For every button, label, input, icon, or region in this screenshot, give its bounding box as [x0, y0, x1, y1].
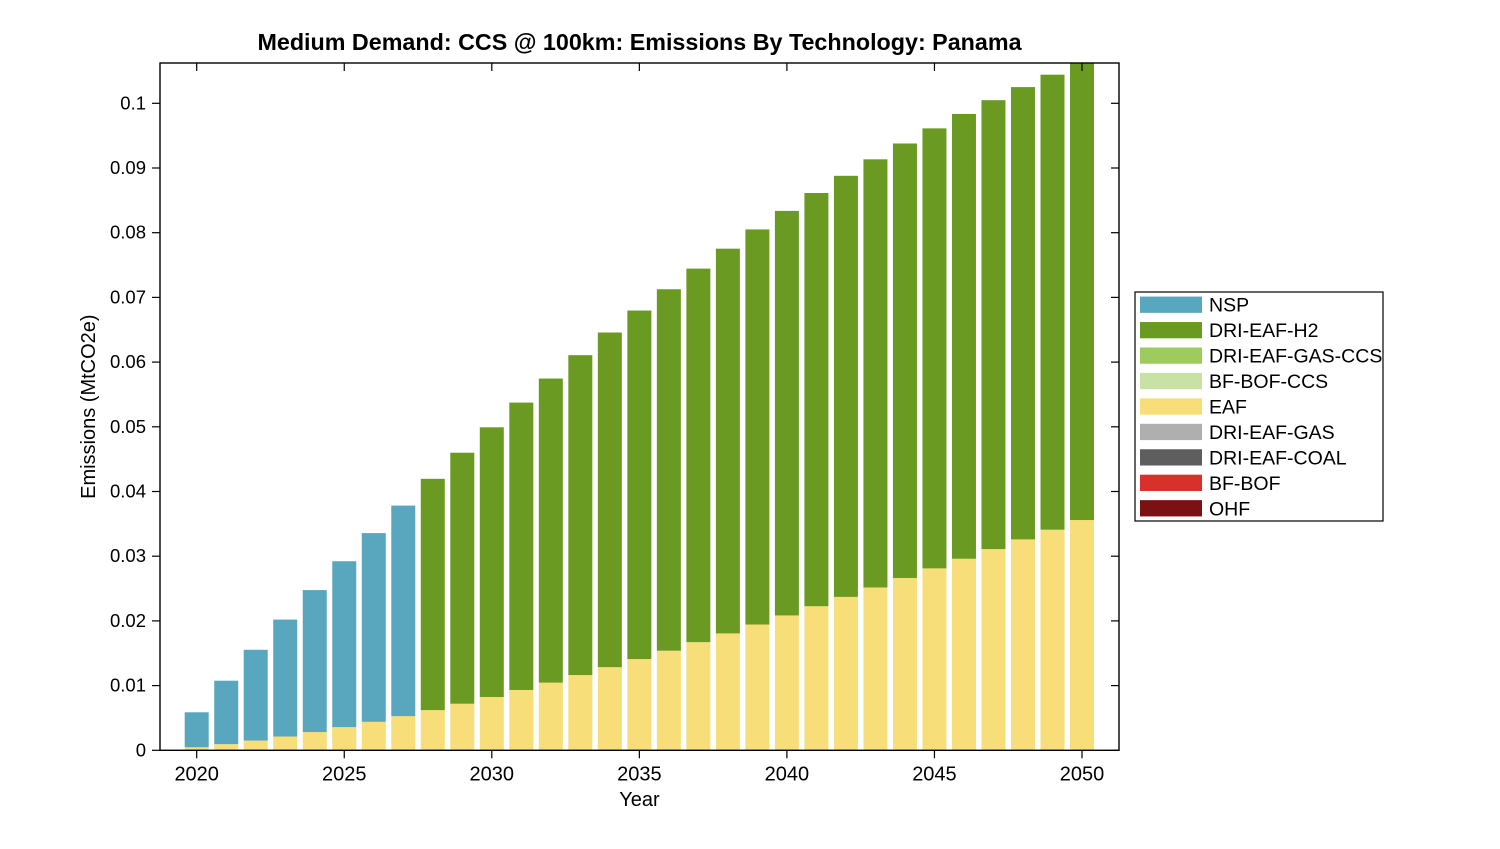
svg-text:2035: 2035 [617, 763, 662, 785]
svg-text:0.05: 0.05 [110, 416, 146, 437]
svg-text:0.01: 0.01 [110, 675, 146, 696]
svg-text:Emissions (MtCO2e): Emissions (MtCO2e) [78, 314, 100, 498]
svg-text:DRI-EAF-GAS: DRI-EAF-GAS [1209, 422, 1335, 444]
svg-text:0.06: 0.06 [110, 351, 146, 372]
svg-text:2050: 2050 [1060, 763, 1105, 785]
svg-text:0: 0 [136, 739, 146, 760]
svg-text:Year: Year [619, 789, 660, 811]
svg-text:NSP: NSP [1209, 295, 1249, 317]
svg-text:2030: 2030 [470, 763, 515, 785]
svg-text:BF-BOF-CCS: BF-BOF-CCS [1209, 371, 1328, 393]
svg-text:0.02: 0.02 [110, 610, 146, 631]
svg-text:0.1: 0.1 [120, 92, 146, 113]
svg-text:0.03: 0.03 [110, 545, 146, 566]
svg-text:OHF: OHF [1209, 498, 1250, 520]
svg-text:DRI-EAF-H2: DRI-EAF-H2 [1209, 320, 1318, 342]
svg-text:2045: 2045 [912, 763, 957, 785]
svg-text:2040: 2040 [765, 763, 810, 785]
svg-text:DRI-EAF-GAS-CCS: DRI-EAF-GAS-CCS [1209, 346, 1382, 368]
svg-text:2020: 2020 [174, 763, 219, 785]
svg-text:BF-BOF: BF-BOF [1209, 473, 1281, 495]
svg-text:Medium Demand: CCS @ 100km: Em: Medium Demand: CCS @ 100km: Emissions By… [257, 29, 1022, 55]
svg-text:0.04: 0.04 [110, 481, 146, 502]
svg-text:0.09: 0.09 [110, 157, 146, 178]
svg-text:DRI-EAF-COAL: DRI-EAF-COAL [1209, 447, 1347, 469]
svg-text:2025: 2025 [322, 763, 367, 785]
svg-text:0.08: 0.08 [110, 222, 146, 243]
svg-text:0.07: 0.07 [110, 286, 146, 307]
svg-text:EAF: EAF [1209, 397, 1247, 419]
